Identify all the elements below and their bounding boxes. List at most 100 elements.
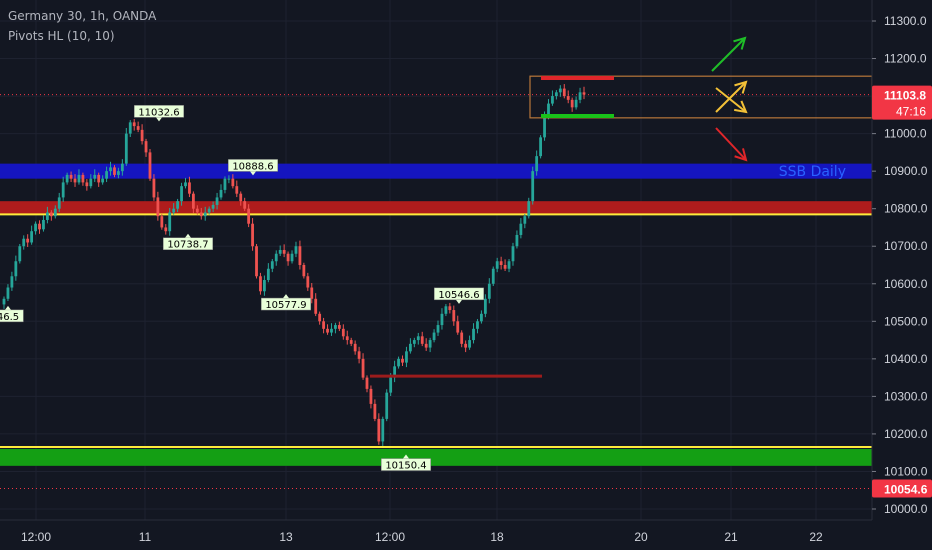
grid [0, 0, 872, 520]
candle-body [109, 167, 112, 172]
candle-body [266, 268, 270, 281]
candle-body [180, 186, 183, 202]
candle [444, 304, 448, 317]
candle [519, 218, 523, 239]
candle [578, 87, 582, 104]
indicator-legend[interactable]: Pivots HL (10, 10) [8, 29, 115, 43]
candle [515, 230, 519, 249]
candle-body [61, 182, 65, 198]
pivot-label-text: 46.5 [0, 312, 19, 323]
candle-body [77, 174, 81, 183]
pivot-label: 10577.9 [261, 294, 311, 311]
pivot-label-text: 10577.9 [265, 300, 306, 311]
symbol-legend[interactable]: Germany 30, 1h, OANDA [8, 9, 157, 23]
candle [14, 255, 18, 281]
pivot-label-text: 10546.6 [438, 290, 479, 301]
candle-body [270, 261, 274, 269]
candle-body [286, 253, 290, 262]
candle [440, 308, 444, 330]
candle-body [460, 332, 464, 344]
candle-body [353, 343, 357, 352]
price-tick-label: 11200.0 [884, 52, 927, 66]
candle [259, 272, 262, 295]
candle [491, 266, 495, 287]
candle-body [255, 246, 258, 277]
candle [282, 244, 286, 258]
candle-body [203, 212, 207, 217]
candle-body [136, 126, 140, 130]
candle-body [105, 171, 108, 179]
candle-body [26, 238, 30, 243]
candle-body [507, 261, 511, 269]
candle-body [117, 171, 120, 175]
candle-body [290, 253, 294, 262]
candle-body [278, 249, 282, 254]
candle-body [172, 208, 176, 213]
candle-body [377, 418, 381, 442]
candle-body [381, 418, 385, 442]
candle [377, 413, 381, 445]
candle [207, 206, 211, 215]
candle-body [14, 261, 18, 277]
candle-body [152, 178, 156, 198]
candle [266, 263, 270, 283]
candle-body [570, 99, 574, 108]
price-tick-label: 10400.0 [884, 352, 928, 366]
candle-body [574, 99, 578, 108]
price-tick-label: 11000.0 [884, 127, 927, 141]
price-tick-label: 10000.0 [884, 502, 928, 516]
candle [191, 191, 195, 214]
candle-body [191, 193, 195, 209]
candle-body [282, 249, 286, 254]
candle [156, 191, 160, 221]
candle-body [113, 167, 116, 175]
candle [337, 321, 341, 332]
candle-body [468, 340, 471, 348]
candle-body [227, 178, 231, 180]
candle-body [412, 340, 416, 344]
candle [349, 337, 353, 347]
arrow-shaft [715, 127, 747, 161]
price-tick-label: 10700.0 [884, 239, 928, 253]
pivot-label: 11032.6 [134, 105, 184, 122]
candle [247, 204, 251, 228]
candle [432, 329, 436, 343]
candle-body [349, 340, 353, 344]
pivot-label: 10888.6 [228, 159, 278, 176]
candle [38, 220, 41, 234]
candle-body [357, 351, 361, 359]
candle-body [81, 174, 85, 183]
candle-body [239, 193, 243, 202]
candle-body [176, 201, 180, 209]
price-tick-label: 10200.0 [884, 427, 928, 441]
zone-2 [0, 448, 872, 466]
candle-body [160, 216, 164, 228]
candle [223, 176, 227, 194]
candle [188, 176, 191, 198]
candle-body [30, 231, 34, 243]
candle-body [18, 246, 22, 262]
price-axis: 11300.011200.011100.011000.010900.010800… [871, 0, 932, 550]
candle-body [472, 328, 475, 341]
candle [582, 86, 586, 100]
candle-body [566, 96, 570, 100]
time-tick-label: 18 [490, 530, 504, 544]
candle-body [42, 219, 45, 230]
candle-body [389, 377, 393, 393]
candle-body [148, 152, 152, 179]
candle [456, 315, 460, 335]
candle [535, 150, 539, 176]
arrow-head [733, 36, 747, 50]
candle-body [223, 178, 227, 190]
candle-body [562, 88, 566, 97]
candle [507, 258, 511, 273]
candle [65, 172, 69, 185]
candle-body [89, 178, 93, 187]
candle [554, 90, 558, 100]
candle-body [235, 186, 239, 194]
candle [152, 174, 156, 201]
candle-body [452, 310, 456, 322]
candle-body [144, 141, 148, 153]
candle-body [448, 306, 452, 311]
